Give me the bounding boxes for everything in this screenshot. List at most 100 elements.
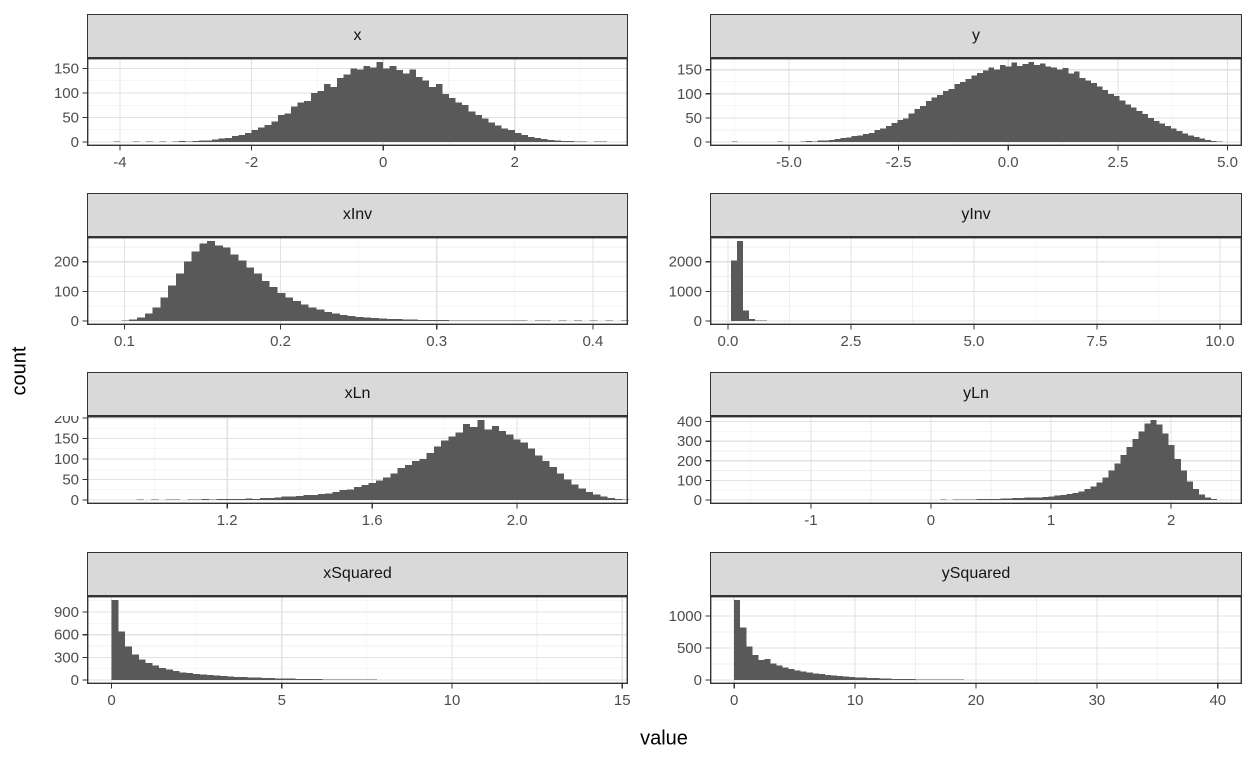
facet-title: x <box>353 27 362 44</box>
axis-labels: 0.1 0.2 0.3 0.4 0 100 200 <box>54 254 603 350</box>
svg-text:300: 300 <box>677 433 702 450</box>
panel-border <box>86 58 628 146</box>
axis-ticks <box>705 420 1172 509</box>
facet-strip-yln: yLn <box>710 372 1242 416</box>
svg-text:100: 100 <box>677 472 702 489</box>
svg-text:0: 0 <box>71 134 79 151</box>
svg-text:100: 100 <box>677 86 702 103</box>
svg-text:2.0: 2.0 <box>507 512 528 529</box>
svg-text:15: 15 <box>614 692 631 709</box>
svg-text:400: 400 <box>677 416 702 431</box>
histogram-bars <box>734 600 1218 680</box>
svg-text:500: 500 <box>677 640 702 657</box>
svg-text:0.2: 0.2 <box>270 333 291 350</box>
svg-text:0.0: 0.0 <box>998 154 1019 171</box>
facet-strip-yinv: yInv <box>710 193 1242 237</box>
svg-text:5: 5 <box>278 692 286 709</box>
panel-border <box>709 237 1242 325</box>
axis-labels: -1 0 1 2 0 100 200 300 400 <box>677 416 1175 529</box>
svg-text:2.5: 2.5 <box>1107 154 1128 171</box>
axis-ticks <box>82 417 518 509</box>
facet-title: yInv <box>961 206 991 223</box>
svg-text:0.1: 0.1 <box>114 333 135 350</box>
svg-text:0: 0 <box>927 512 935 529</box>
svg-text:30: 30 <box>1089 692 1106 709</box>
panel-background <box>87 596 628 684</box>
histogram-bars <box>111 600 630 680</box>
svg-text:-2: -2 <box>245 154 258 171</box>
svg-text:-1: -1 <box>804 512 817 529</box>
axis-ticks <box>82 67 516 151</box>
svg-text:0: 0 <box>71 313 79 330</box>
svg-text:300: 300 <box>54 649 79 666</box>
facet-title: y <box>972 27 980 44</box>
svg-text:1.2: 1.2 <box>217 512 238 529</box>
grid-minor <box>87 596 628 684</box>
histogram-bars <box>113 62 607 142</box>
facet-strip-ysquared: ySquared <box>710 552 1242 596</box>
histogram-panel-ysquared: 0 10 20 30 40 0 500 1000 <box>669 596 1242 709</box>
axis-ticks <box>705 615 1219 689</box>
axis-ticks <box>705 69 1229 151</box>
svg-text:10: 10 <box>847 692 864 709</box>
panel-background <box>710 237 1242 325</box>
facet-strip-xinv: xInv <box>87 193 628 237</box>
svg-text:50: 50 <box>62 471 79 488</box>
svg-text:20: 20 <box>968 692 985 709</box>
panel-border <box>709 416 1242 504</box>
svg-text:1: 1 <box>1047 512 1055 529</box>
svg-text:2000: 2000 <box>669 254 702 271</box>
svg-text:7.5: 7.5 <box>1086 333 1107 350</box>
svg-text:1000: 1000 <box>669 283 702 300</box>
panel-border <box>709 58 1242 146</box>
svg-text:1.6: 1.6 <box>362 512 383 529</box>
svg-text:900: 900 <box>54 604 79 621</box>
histogram-panel-xinv: 0.1 0.2 0.3 0.4 0 100 200 <box>54 237 629 350</box>
svg-text:200: 200 <box>54 416 79 427</box>
svg-text:1000: 1000 <box>669 608 702 625</box>
histogram-panel-x: -4 -2 0 2 0 50 100 150 <box>54 58 628 171</box>
facet-title: xLn <box>344 385 371 402</box>
facet-title: xSquared <box>323 565 392 582</box>
svg-text:100: 100 <box>54 283 79 300</box>
panel-border <box>709 596 1242 684</box>
svg-text:-2.5: -2.5 <box>886 154 912 171</box>
axis-labels: -4 -2 0 2 0 50 100 150 <box>54 60 519 171</box>
histogram-panel-xln: 1.2 1.6 2.0 0 50 100 150 200 <box>54 416 630 529</box>
svg-text:50: 50 <box>62 109 79 126</box>
svg-text:600: 600 <box>54 627 79 644</box>
axis-labels: 1.2 1.6 2.0 0 50 100 150 200 <box>54 416 528 529</box>
axis-labels: -5.0 -2.5 0.0 2.5 5.0 0 50 100 150 <box>677 62 1238 171</box>
histogram-panel-yln: -1 0 1 2 0 100 200 300 400 <box>677 416 1242 529</box>
svg-text:0.3: 0.3 <box>426 333 447 350</box>
grid-major <box>710 237 1242 325</box>
svg-text:10.0: 10.0 <box>1205 333 1234 350</box>
svg-text:150: 150 <box>54 430 79 447</box>
histogram-bars <box>121 241 629 321</box>
axis-ticks <box>82 261 594 330</box>
svg-text:0: 0 <box>694 672 702 689</box>
axis-ticks <box>82 611 623 689</box>
svg-text:40: 40 <box>1209 692 1226 709</box>
x-axis-title: value <box>640 727 688 750</box>
facet-title: yLn <box>963 385 989 402</box>
facet-strip-y: y <box>710 14 1242 58</box>
svg-text:-4: -4 <box>113 154 126 171</box>
panel-border <box>86 237 628 325</box>
svg-text:200: 200 <box>677 453 702 470</box>
svg-text:0: 0 <box>694 492 702 509</box>
svg-text:100: 100 <box>54 85 79 102</box>
svg-text:0: 0 <box>694 134 702 151</box>
svg-text:150: 150 <box>677 62 702 79</box>
svg-text:2: 2 <box>1167 512 1175 529</box>
svg-text:2: 2 <box>511 154 519 171</box>
grid-minor <box>710 237 1242 325</box>
facet-title: xInv <box>342 206 373 223</box>
svg-text:0: 0 <box>71 492 79 509</box>
axis-ticks <box>705 261 1221 330</box>
svg-text:5.0: 5.0 <box>1217 154 1238 171</box>
svg-text:50: 50 <box>685 110 702 127</box>
facet-strip-x: x <box>87 14 628 58</box>
facet-strip-xsquared: xSquared <box>87 552 628 596</box>
